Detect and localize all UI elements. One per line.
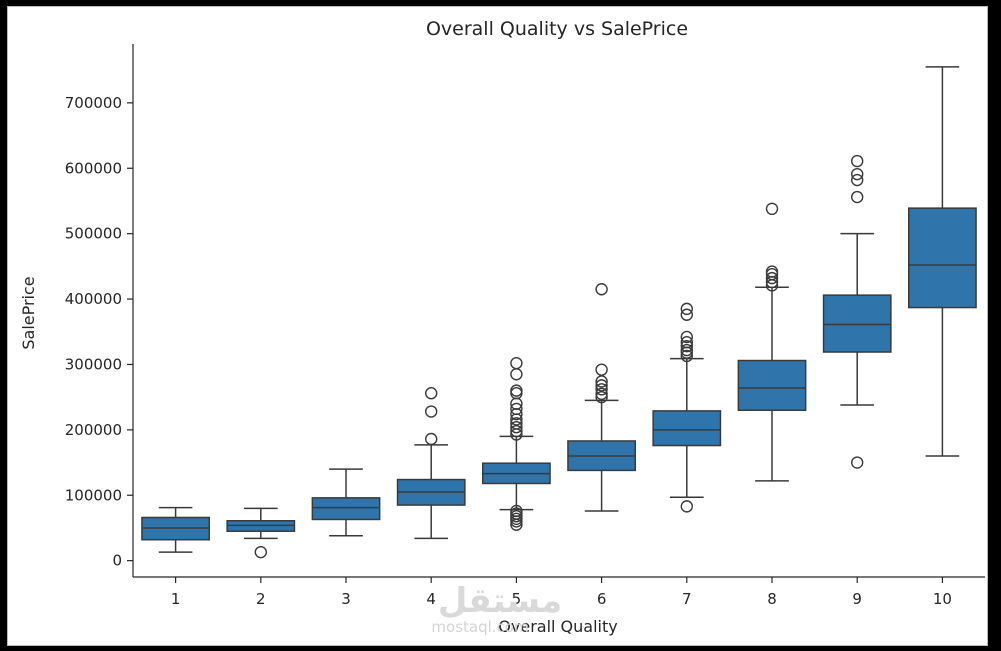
outlier-point xyxy=(680,336,693,349)
outlier-point xyxy=(765,271,779,285)
x-tick-label: 2 xyxy=(256,590,266,608)
y-tick-label: 500000 xyxy=(65,225,122,243)
x-tick-label: 8 xyxy=(767,590,777,608)
outlier-point xyxy=(595,363,608,376)
x-tick-label: 9 xyxy=(852,590,862,608)
outlier-point xyxy=(254,545,267,559)
box-iqr xyxy=(907,207,977,309)
x-tick-label: 4 xyxy=(426,590,436,608)
outlier-point xyxy=(510,424,523,438)
outlier-point xyxy=(510,384,523,397)
outlier-point xyxy=(851,456,864,469)
outlier-point xyxy=(510,356,523,370)
box-group-10 xyxy=(907,66,977,457)
outlier-point xyxy=(510,417,523,430)
y-axis-label: SalePrice xyxy=(19,276,38,349)
outlier-point xyxy=(510,402,523,416)
outlier-point xyxy=(680,302,693,316)
watermark: مستقل mostaql.com xyxy=(431,581,562,636)
outlier-point xyxy=(425,387,438,400)
x-tick-label: 3 xyxy=(341,590,351,608)
y-tick-label: 100000 xyxy=(65,486,122,504)
outlier-point xyxy=(595,379,608,392)
outlier-point xyxy=(851,173,864,187)
y-tick-label: 600000 xyxy=(65,159,122,177)
box-iqr xyxy=(311,497,381,521)
outlier-point xyxy=(425,432,438,446)
outlier-point xyxy=(851,154,864,168)
x-tick-label: 7 xyxy=(682,590,692,608)
box-group-1 xyxy=(141,506,211,553)
box-iqr xyxy=(652,410,722,447)
outlier-point xyxy=(680,308,693,321)
plot-area xyxy=(141,66,977,559)
chart-title: Overall Quality vs SalePrice xyxy=(426,18,688,40)
outlier-point xyxy=(851,190,864,204)
outlier-point xyxy=(765,202,779,216)
outlier-point xyxy=(595,390,608,404)
watermark-logo-text: مستقل xyxy=(438,581,562,621)
box-group-7 xyxy=(652,302,722,513)
outlier-point xyxy=(595,383,608,396)
y-axis: 0 100000 200000 300000 400000 500000 600000 700… xyxy=(65,44,134,577)
box-iqr xyxy=(822,294,892,353)
outlier-point xyxy=(680,349,693,363)
y-tick-label: 400000 xyxy=(65,290,122,308)
outlier-point xyxy=(510,504,523,518)
outlier-point xyxy=(425,405,438,418)
y-tick-label: 700000 xyxy=(65,94,122,112)
outlier-point xyxy=(851,167,864,181)
box-group-6 xyxy=(567,283,637,512)
box-group-4 xyxy=(396,387,466,540)
y-tick-label: 0 xyxy=(112,552,122,570)
outlier-point xyxy=(510,387,523,400)
outlier-point xyxy=(595,283,608,296)
box-group-2 xyxy=(226,507,296,559)
x-tick-label: 5 xyxy=(512,590,522,608)
outlier-point xyxy=(510,421,523,434)
y-tick-label: 200000 xyxy=(65,421,122,439)
x-tick-label: 10 xyxy=(933,590,952,608)
x-tick-label: 6 xyxy=(597,590,607,608)
outlier-point xyxy=(680,343,693,357)
outlier-point xyxy=(680,339,693,353)
watermark-url: mostaql.com xyxy=(431,618,528,636)
outlier-point xyxy=(595,375,608,388)
outlier-point xyxy=(510,368,523,381)
box-group-8 xyxy=(737,202,807,482)
outlier-point xyxy=(680,330,693,344)
x-tick-label: 1 xyxy=(171,590,181,608)
box-group-3 xyxy=(311,468,381,537)
outlier-point xyxy=(595,387,608,401)
x-axis: 1 2 3 4 5 6 7 8 9 10 xyxy=(133,576,985,608)
x-axis-label: Overall Quality xyxy=(498,617,617,636)
outlier-point xyxy=(680,500,693,513)
outlier-point xyxy=(765,265,779,278)
y-tick-label: 300000 xyxy=(65,355,122,373)
box-group-5 xyxy=(481,356,551,531)
box-iqr xyxy=(737,359,807,411)
box-group-9 xyxy=(822,154,892,469)
